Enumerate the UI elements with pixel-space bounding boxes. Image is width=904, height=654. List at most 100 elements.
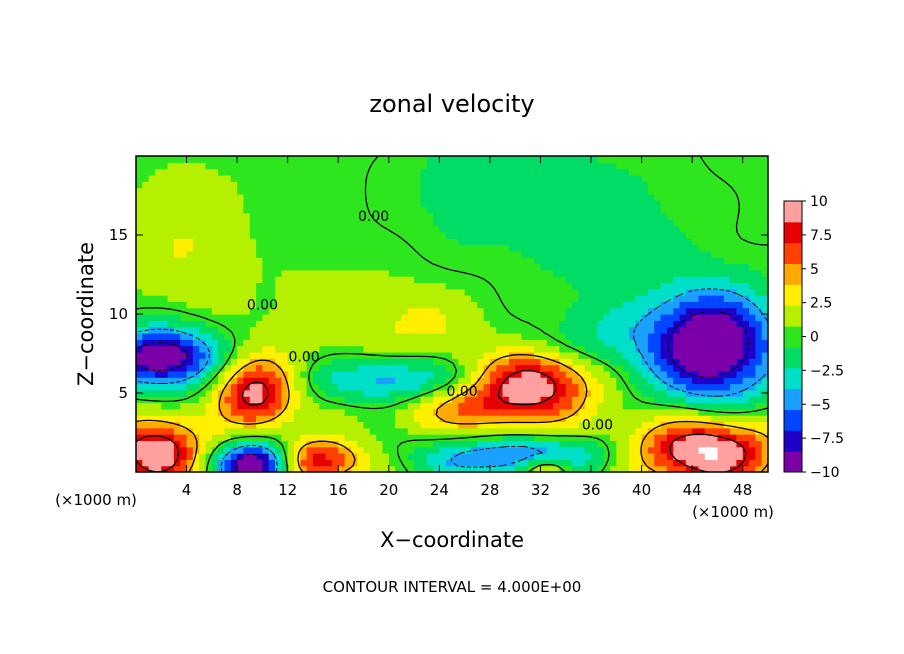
heatmap-cell	[325, 200, 333, 208]
heatmap-cell	[749, 446, 756, 454]
heatmap-cell	[597, 231, 605, 239]
heatmap-cell	[546, 408, 554, 416]
heatmap-cell	[237, 288, 245, 296]
heatmap-cell	[192, 276, 200, 283]
heatmap-cell	[641, 156, 649, 163]
heatmap-cell	[173, 364, 181, 372]
heatmap-cell	[224, 174, 232, 182]
heatmap-cell	[591, 200, 598, 208]
heatmap-cell	[218, 231, 226, 239]
heatmap-cell	[698, 402, 706, 410]
heatmap-cell	[553, 421, 561, 429]
heatmap-cell	[357, 408, 365, 416]
heatmap-cell	[597, 282, 605, 290]
heatmap-cell	[666, 459, 674, 467]
heatmap-cell	[281, 351, 289, 359]
heatmap-cell	[173, 415, 181, 423]
heatmap-cell	[679, 415, 687, 423]
heatmap-cell	[559, 314, 567, 321]
heatmap-cell	[685, 307, 693, 315]
heatmap-cell	[268, 200, 276, 208]
heatmap-cell	[224, 351, 232, 359]
heatmap-cell	[597, 440, 605, 448]
heatmap-cell	[572, 269, 579, 277]
heatmap-cell	[723, 168, 731, 176]
heatmap-cell	[230, 465, 238, 472]
heatmap-cell	[641, 465, 649, 472]
heatmap-cell	[502, 282, 510, 290]
heatmap-cell	[249, 459, 257, 467]
heatmap-cell	[534, 301, 542, 309]
heatmap-cell	[173, 427, 181, 435]
heatmap-cell	[180, 358, 188, 366]
heatmap-cell	[249, 225, 257, 233]
heatmap-cell	[154, 193, 162, 201]
heatmap-cell	[173, 370, 181, 378]
heatmap-cell	[496, 263, 504, 271]
heatmap-cell	[407, 193, 415, 201]
heatmap-cell	[173, 250, 181, 258]
heatmap-cell	[502, 269, 510, 277]
heatmap-cell	[603, 225, 611, 233]
heatmap-cell	[565, 440, 573, 448]
heatmap-cell	[331, 326, 339, 334]
heatmap-cell	[414, 389, 421, 397]
heatmap-cell	[382, 364, 390, 372]
heatmap-cell	[527, 383, 535, 391]
heatmap-cell	[483, 408, 491, 416]
heatmap-cell	[433, 320, 440, 328]
heatmap-cell	[647, 295, 655, 302]
heatmap-cell	[344, 219, 352, 227]
heatmap-cell	[256, 187, 263, 195]
heatmap-cell	[572, 434, 579, 441]
heatmap-cell	[401, 351, 409, 359]
heatmap-cell	[433, 358, 440, 366]
heatmap-cell	[553, 206, 561, 214]
heatmap-cell	[395, 408, 403, 416]
heatmap-cell	[407, 415, 415, 423]
heatmap-cell	[350, 288, 358, 296]
heatmap-cell	[603, 434, 611, 441]
heatmap-cell	[294, 440, 301, 448]
heatmap-cell	[249, 427, 257, 435]
heatmap-cell	[199, 408, 207, 416]
heatmap-cell	[698, 187, 706, 195]
heatmap-cell	[572, 421, 579, 429]
heatmap-cell	[262, 250, 270, 258]
heatmap-cell	[218, 225, 226, 233]
heatmap-cell	[395, 244, 403, 252]
heatmap-cell	[723, 402, 731, 410]
heatmap-cell	[199, 187, 207, 195]
heatmap-cell	[338, 225, 346, 233]
heatmap-cell	[489, 244, 497, 252]
heatmap-cell	[142, 415, 150, 423]
heatmap-cell	[230, 351, 238, 359]
heatmap-cell	[325, 219, 333, 227]
heatmap-cell	[376, 193, 384, 201]
heatmap-cell	[698, 295, 706, 302]
heatmap-cell	[679, 408, 687, 416]
heatmap-cell	[597, 156, 605, 163]
heatmap-cell	[654, 219, 662, 227]
heatmap-cell	[350, 364, 358, 372]
heatmap-cell	[565, 212, 573, 220]
heatmap-cell	[647, 200, 655, 208]
heatmap-cell	[312, 295, 320, 302]
heatmap-cell	[730, 377, 737, 385]
heatmap-cell	[256, 377, 263, 385]
heatmap-cell	[294, 377, 301, 385]
heatmap-cell	[616, 351, 624, 359]
heatmap-cell	[736, 465, 744, 472]
heatmap-cell	[319, 345, 327, 353]
heatmap-cell	[654, 440, 662, 448]
heatmap-cell	[610, 231, 617, 239]
heatmap-cell	[489, 193, 497, 201]
heatmap-cell	[534, 257, 542, 265]
heatmap-cell	[205, 307, 213, 315]
heatmap-cell	[654, 212, 662, 220]
heatmap-cell	[730, 269, 737, 277]
heatmap-cell	[357, 282, 365, 290]
heatmap-cell	[597, 345, 605, 353]
heatmap-cell	[496, 427, 504, 435]
heatmap-cell	[294, 434, 301, 441]
